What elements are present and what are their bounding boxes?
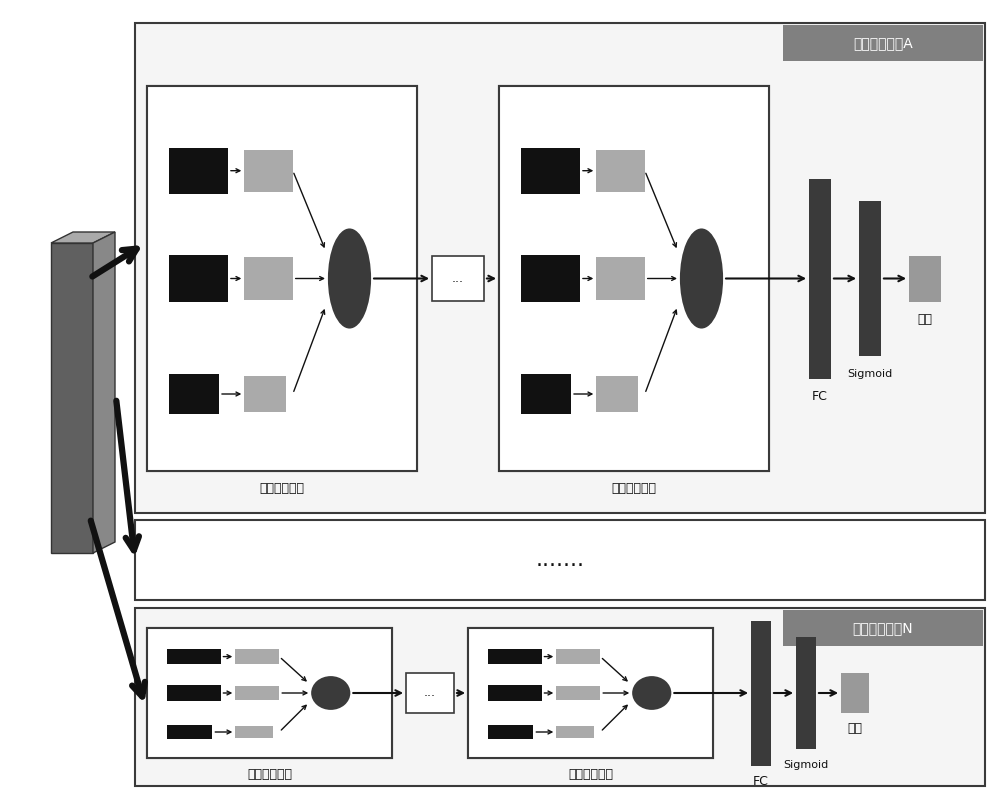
Bar [521,374,571,413]
Text: 训练已知模式A: 训练已知模式A [853,36,913,50]
Bar [809,179,831,378]
Text: Sigmoid: Sigmoid [847,369,893,379]
Bar [596,376,638,412]
Ellipse shape [680,228,723,329]
Bar [167,649,220,665]
Bar [909,255,941,302]
Bar [169,148,228,194]
Bar [235,726,273,738]
Bar [135,23,985,513]
Text: ...: ... [452,272,464,285]
Bar [796,637,816,749]
Text: FC: FC [753,775,769,788]
Bar [167,685,220,701]
Bar [147,86,417,471]
Text: FC: FC [812,390,828,403]
Bar [135,608,985,786]
Bar [244,149,293,192]
Bar [432,256,484,301]
Bar [841,673,869,713]
Bar [859,201,881,356]
Ellipse shape [632,676,671,710]
Bar [235,685,279,700]
Polygon shape [93,232,115,553]
Bar [488,685,542,701]
Bar [783,610,983,646]
Bar [244,257,293,300]
Text: 输出: 输出 [918,313,932,326]
Text: ...: ... [424,686,436,700]
Text: 特征提取模块: 特征提取模块 [260,483,304,496]
Text: 输出: 输出 [848,722,862,736]
Text: 训练已知模式N: 训练已知模式N [853,621,913,635]
Bar [468,628,713,758]
Bar [468,628,713,758]
Bar [556,726,594,738]
Bar [556,650,600,664]
Bar [167,725,212,739]
Bar [556,685,600,700]
Text: 特征提取模块: 特征提取模块 [612,483,656,496]
Polygon shape [51,243,93,553]
Bar [135,520,985,600]
Bar [521,255,580,302]
Bar [147,628,392,758]
Text: .......: ....... [536,550,584,570]
Bar [596,257,645,300]
Bar [488,725,533,739]
Text: Sigmoid: Sigmoid [783,760,829,770]
Bar [147,86,417,471]
Bar [169,374,219,413]
Bar [751,621,771,765]
Bar [783,25,983,61]
Bar [169,255,228,302]
Text: 特征提取模块: 特征提取模块 [247,768,292,780]
Bar [244,376,286,412]
Bar [499,86,769,471]
Bar [521,148,580,194]
Text: 特征提取模块: 特征提取模块 [568,768,613,780]
Ellipse shape [328,228,371,329]
Bar [488,649,542,665]
Bar [596,149,645,192]
Polygon shape [51,232,115,243]
Bar [499,86,769,471]
Bar [147,628,392,758]
Ellipse shape [311,676,350,710]
Bar [235,650,279,664]
Bar [406,673,454,713]
